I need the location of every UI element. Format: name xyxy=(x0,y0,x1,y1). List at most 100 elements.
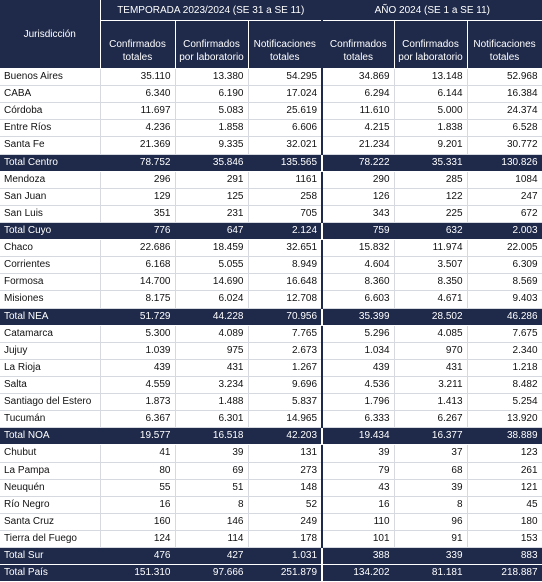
value-cell: 78.752 xyxy=(100,154,176,172)
value-cell: 130.826 xyxy=(467,154,542,172)
value-cell: 439 xyxy=(321,359,395,377)
value-cell: 13.920 xyxy=(467,410,542,429)
jurisdiccion-cell: Jujuy xyxy=(0,342,101,360)
value-cell: 70.956 xyxy=(248,308,323,326)
table-row: Catamarca 5.300 4.089 7.765 5.296 4.085 7.675 xyxy=(0,325,542,343)
value-cell: 3.211 xyxy=(394,376,468,395)
jurisdiccion-cell: Misiones xyxy=(0,290,101,309)
value-cell: 251.879 xyxy=(248,564,323,582)
value-cell: 148 xyxy=(248,479,323,497)
value-cell: 39 xyxy=(394,479,468,497)
value-cell: 11.697 xyxy=(100,102,176,121)
value-cell: 4.215 xyxy=(321,119,395,138)
value-cell: 46.286 xyxy=(467,308,542,326)
jurisdiccion-cell: Formosa xyxy=(0,273,101,292)
table-row: Tierra del Fuego 124 114 178 101 91 153 xyxy=(0,530,542,549)
table-row: Chubut 41 39 131 39 37 123 xyxy=(0,444,542,463)
value-cell: 16.518 xyxy=(175,427,249,446)
value-cell: 32.651 xyxy=(248,239,323,258)
value-cell: 16.384 xyxy=(467,85,542,104)
value-cell: 35.110 xyxy=(100,68,176,87)
value-cell: 9.403 xyxy=(467,290,542,309)
value-cell: 6.340 xyxy=(100,85,176,104)
table-row: Neuquén 55 51 148 43 39 121 xyxy=(0,479,542,497)
value-cell: 44.228 xyxy=(175,308,249,326)
value-cell: 35.399 xyxy=(321,308,395,326)
value-cell: 1.796 xyxy=(321,393,395,412)
value-cell: 1.039 xyxy=(100,342,176,360)
value-cell: 14.965 xyxy=(248,410,323,429)
value-cell: 247 xyxy=(467,188,542,206)
jurisdiccion-cell: Total País xyxy=(0,564,101,582)
value-cell: 8.175 xyxy=(100,290,176,309)
value-cell: 35.846 xyxy=(175,154,249,172)
jurisdiccion-cell: Mendoza xyxy=(0,171,101,189)
table-row: Santa Cruz 160 146 249 110 96 180 xyxy=(0,513,542,531)
value-cell: 6.367 xyxy=(100,410,176,429)
value-cell: 6.294 xyxy=(321,85,395,104)
total-row: Total Sur 476 427 1.031 388 339 883 xyxy=(0,547,542,566)
jurisdiccion-cell: Buenos Aires xyxy=(0,68,101,87)
table-row: Mendoza 296 291 1161 290 285 1084 xyxy=(0,171,542,189)
value-cell: 249 xyxy=(248,513,323,531)
jurisdiccion-cell: Neuquén xyxy=(0,479,101,497)
value-cell: 52.968 xyxy=(467,68,542,87)
value-cell: 5.254 xyxy=(467,393,542,412)
value-cell: 776 xyxy=(100,222,176,241)
value-cell: 25.619 xyxy=(248,102,323,121)
value-cell: 16 xyxy=(100,496,176,514)
value-cell: 134.202 xyxy=(321,564,395,582)
value-cell: 16.377 xyxy=(394,427,468,446)
value-cell: 1.034 xyxy=(321,342,395,360)
table-row: Santiago del Estero 1.873 1.488 5.837 1.796 1… xyxy=(0,393,542,412)
value-cell: 5.083 xyxy=(175,102,249,121)
value-cell: 14.690 xyxy=(175,273,249,292)
value-cell: 1.873 xyxy=(100,393,176,412)
value-cell: 258 xyxy=(248,188,323,206)
jurisdiccion-cell: Córdoba xyxy=(0,102,101,121)
value-cell: 672 xyxy=(467,205,542,223)
header-notificaciones-totales-1: Notificaciones totales xyxy=(248,20,323,69)
value-cell: 2.673 xyxy=(248,342,323,360)
value-cell: 13.148 xyxy=(394,68,468,87)
value-cell: 296 xyxy=(100,171,176,189)
value-cell: 6.024 xyxy=(175,290,249,309)
value-cell: 19.577 xyxy=(100,427,176,446)
value-cell: 290 xyxy=(321,171,395,189)
value-cell: 126 xyxy=(321,188,395,206)
jurisdiccion-cell: La Pampa xyxy=(0,462,101,480)
value-cell: 4.604 xyxy=(321,256,395,275)
value-cell: 6.267 xyxy=(394,410,468,429)
value-cell: 2.003 xyxy=(467,222,542,241)
value-cell: 81.181 xyxy=(394,564,468,582)
value-cell: 9.696 xyxy=(248,376,323,395)
value-cell: 42.203 xyxy=(248,427,323,446)
value-cell: 55 xyxy=(100,479,176,497)
table-row: CABA 6.340 6.190 17.024 6.294 6.144 16.384 xyxy=(0,85,542,104)
value-cell: 1161 xyxy=(248,171,323,189)
value-cell: 80 xyxy=(100,462,176,480)
jurisdiccion-cell: Tierra del Fuego xyxy=(0,530,101,549)
total-row: Total NOA 19.577 16.518 42.203 19.434 16.377 3… xyxy=(0,427,542,446)
value-cell: 121 xyxy=(467,479,542,497)
header-confirmados-totales-2: Confirmados totales xyxy=(321,20,395,69)
value-cell: 21.234 xyxy=(321,136,395,155)
value-cell: 291 xyxy=(175,171,249,189)
table-row: Río Negro 16 8 52 16 8 45 xyxy=(0,496,542,514)
value-cell: 343 xyxy=(321,205,395,223)
value-cell: 160 xyxy=(100,513,176,531)
value-cell: 13.380 xyxy=(175,68,249,87)
value-cell: 16 xyxy=(321,496,395,514)
value-cell: 54.295 xyxy=(248,68,323,87)
value-cell: 91 xyxy=(394,530,468,549)
value-cell: 123 xyxy=(467,444,542,463)
value-cell: 151.310 xyxy=(100,564,176,582)
value-cell: 8.569 xyxy=(467,273,542,292)
value-cell: 759 xyxy=(321,222,395,241)
value-cell: 45 xyxy=(467,496,542,514)
value-cell: 1.838 xyxy=(394,119,468,138)
table-row: Salta 4.559 3.234 9.696 4.536 3.211 8.482 xyxy=(0,376,542,395)
jurisdiccion-cell: Santa Cruz xyxy=(0,513,101,531)
value-cell: 24.374 xyxy=(467,102,542,121)
value-cell: 125 xyxy=(175,188,249,206)
